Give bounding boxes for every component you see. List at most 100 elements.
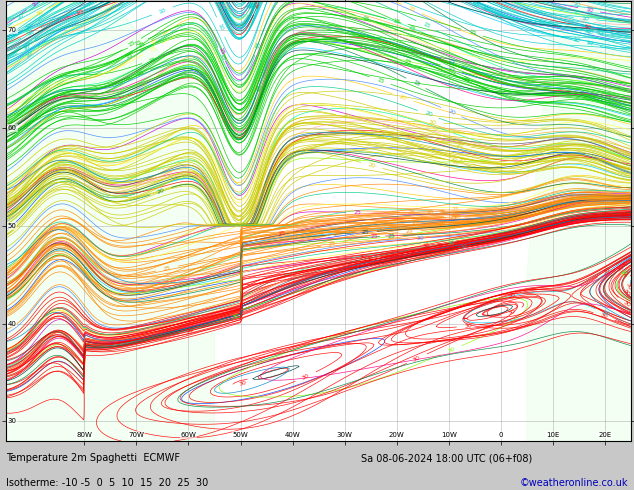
Text: 15: 15	[255, 41, 262, 49]
Text: 20: 20	[446, 108, 456, 116]
Text: 20: 20	[413, 136, 422, 143]
Text: 30: 30	[622, 300, 631, 309]
Text: 15: 15	[127, 40, 136, 49]
Text: 30: 30	[410, 251, 418, 257]
Text: 10: 10	[254, 0, 261, 9]
Text: 10: 10	[219, 2, 228, 11]
Text: 20W: 20W	[389, 432, 404, 438]
Text: 30: 30	[625, 282, 632, 291]
Text: 15: 15	[462, 75, 470, 83]
Text: 15: 15	[407, 5, 417, 13]
Text: 25: 25	[450, 215, 457, 220]
Polygon shape	[527, 1, 631, 441]
Text: 30: 30	[621, 260, 630, 269]
Text: 10: 10	[585, 7, 593, 13]
Text: 70W: 70W	[129, 432, 145, 438]
Text: 30: 30	[446, 346, 456, 354]
Text: 25: 25	[408, 210, 416, 216]
Text: 10: 10	[26, 29, 36, 37]
Text: Isotherme: -10 -5  0  5  10  15  20  25  30: Isotherme: -10 -5 0 5 10 15 20 25 30	[6, 478, 209, 488]
Text: 10: 10	[247, 0, 255, 10]
Text: 15: 15	[447, 65, 456, 72]
Text: 15: 15	[422, 22, 430, 29]
Text: 30: 30	[462, 242, 470, 248]
Text: 10: 10	[245, 0, 254, 10]
Text: 15: 15	[392, 18, 401, 25]
Text: 20: 20	[457, 157, 466, 164]
Text: 15: 15	[217, 47, 225, 56]
Text: 15: 15	[138, 41, 146, 49]
Text: 10: 10	[251, 0, 259, 9]
Text: 20: 20	[424, 111, 433, 118]
Text: 10: 10	[24, 23, 33, 31]
Text: 25: 25	[278, 231, 287, 237]
Text: 40W: 40W	[285, 432, 301, 438]
Text: 20: 20	[157, 188, 165, 195]
Text: ©weatheronline.co.uk: ©weatheronline.co.uk	[519, 478, 628, 488]
Text: 15: 15	[125, 52, 134, 60]
Text: 30: 30	[623, 270, 631, 279]
Text: 15: 15	[141, 81, 150, 90]
Text: 40: 40	[8, 320, 16, 327]
Text: 10: 10	[573, 37, 581, 44]
Text: 10: 10	[253, 1, 261, 10]
Text: 20: 20	[455, 142, 464, 148]
Text: 30: 30	[436, 243, 444, 249]
Text: 10: 10	[217, 23, 224, 32]
Text: 20E: 20E	[598, 432, 611, 438]
Text: 25: 25	[411, 221, 420, 226]
Text: 10: 10	[579, 18, 587, 24]
Text: 30: 30	[231, 314, 240, 320]
Text: 10: 10	[22, 43, 32, 51]
Text: 80W: 80W	[77, 432, 93, 438]
Text: 20: 20	[398, 94, 408, 101]
Text: 30: 30	[622, 288, 631, 297]
Text: 10: 10	[585, 29, 593, 36]
Text: 10E: 10E	[546, 432, 559, 438]
Text: 25: 25	[353, 210, 361, 216]
Text: 25: 25	[439, 222, 447, 227]
Text: 10: 10	[158, 7, 167, 15]
Text: 25: 25	[427, 210, 434, 215]
Text: 10: 10	[581, 16, 589, 22]
Text: 15: 15	[256, 83, 263, 92]
Text: 30: 30	[301, 373, 311, 381]
Text: 20: 20	[420, 134, 429, 140]
Text: 30: 30	[412, 355, 422, 363]
Text: 10W: 10W	[441, 432, 456, 438]
Text: 30: 30	[621, 212, 629, 218]
Text: 10: 10	[25, 39, 34, 47]
Text: 20: 20	[449, 157, 458, 163]
Text: 20: 20	[451, 159, 460, 166]
Text: 15: 15	[411, 79, 420, 87]
Text: 15: 15	[218, 53, 226, 62]
Text: 15: 15	[133, 40, 143, 48]
Text: 30: 30	[463, 323, 472, 329]
Text: 30: 30	[359, 254, 368, 260]
Text: 10: 10	[16, 12, 25, 21]
Text: 10: 10	[25, 49, 34, 58]
Text: 20: 20	[429, 120, 436, 125]
Text: 25: 25	[389, 225, 397, 231]
Text: 60W: 60W	[181, 432, 197, 438]
Text: 30: 30	[365, 256, 374, 263]
Text: 25: 25	[451, 207, 460, 213]
Text: 10: 10	[75, 10, 84, 17]
Text: 10: 10	[35, 9, 44, 17]
Text: 30: 30	[416, 236, 424, 241]
Text: 15: 15	[136, 70, 145, 77]
Text: 10: 10	[23, 27, 32, 35]
Text: 10: 10	[480, 4, 489, 13]
Text: 30: 30	[238, 380, 247, 387]
Text: 10: 10	[77, 8, 86, 16]
Text: 30: 30	[507, 309, 516, 316]
Text: 50: 50	[8, 223, 16, 229]
Text: Sa 08-06-2024 18:00 UTC (06+f08): Sa 08-06-2024 18:00 UTC (06+f08)	[361, 453, 533, 463]
Text: 20: 20	[257, 181, 264, 190]
Text: 30: 30	[602, 266, 612, 274]
Text: 30: 30	[447, 240, 455, 246]
Text: 10: 10	[32, 35, 41, 43]
Text: 30: 30	[616, 264, 625, 272]
Text: 10: 10	[31, 0, 40, 7]
Text: 25: 25	[163, 265, 172, 272]
